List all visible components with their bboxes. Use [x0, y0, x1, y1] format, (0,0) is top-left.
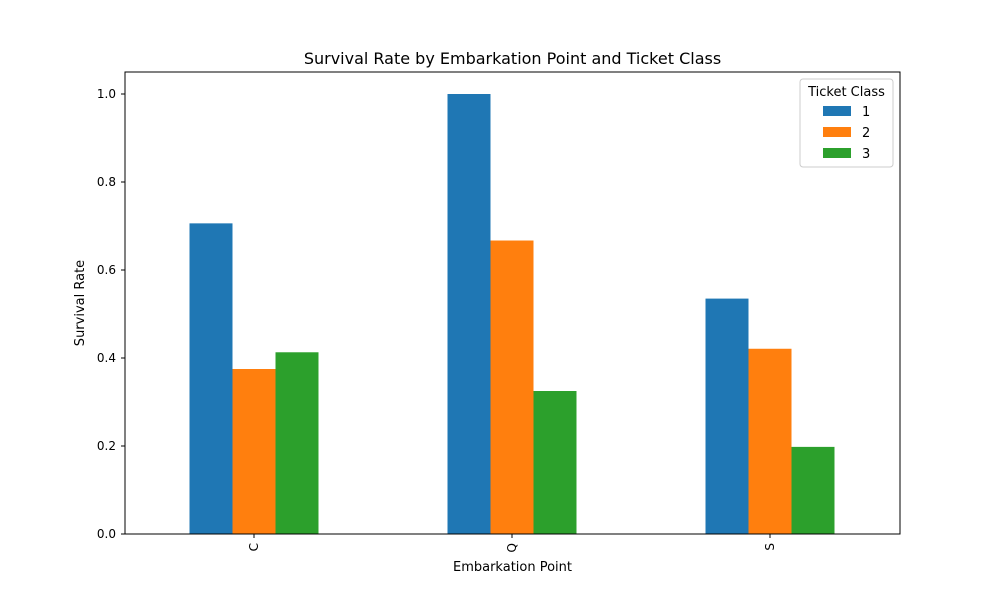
bar-S-class-1 — [705, 298, 749, 534]
legend-label-3: 3 — [862, 147, 870, 162]
y-tick-label: 0.4 — [97, 351, 116, 365]
bar-Q-class-3 — [533, 391, 577, 534]
x-axis-label: Embarkation Point — [453, 560, 572, 575]
y-tick-label: 0.6 — [97, 263, 116, 277]
bar-C-class-2 — [232, 369, 276, 534]
legend-label-2: 2 — [862, 126, 870, 141]
legend-swatch-1 — [823, 106, 851, 116]
bar-C-class-3 — [275, 352, 319, 534]
legend-label-1: 1 — [862, 105, 870, 120]
legend-box — [799, 78, 894, 168]
y-tick-label: 0.2 — [97, 439, 116, 453]
legend-swatch-2 — [823, 127, 851, 137]
bar-S-class-2 — [748, 348, 792, 534]
bar-C-class-1 — [189, 223, 233, 535]
legend-swatch-3 — [823, 148, 851, 158]
legend-title: Ticket Class — [807, 85, 885, 100]
y-tick-label: 1.0 — [97, 87, 116, 101]
chart-title: Survival Rate by Embarkation Point and T… — [304, 49, 721, 68]
axes-layer: 0.0 0.2 0.4 0.6 0.8 1.0 C Q S — [97, 71, 901, 552]
bar-Q-class-2 — [490, 240, 534, 534]
y-tick-label: 0.8 — [97, 175, 116, 189]
legend: Ticket Class 1 2 3 — [799, 78, 894, 168]
y-tick-label: 0.0 — [97, 527, 116, 541]
x-tick-label-Q: Q — [505, 543, 519, 552]
x-tick-label-C: C — [247, 543, 261, 551]
bar-S-class-3 — [791, 446, 835, 534]
bars-layer — [189, 94, 835, 535]
bar-Q-class-1 — [447, 94, 491, 534]
x-tick-label-S: S — [763, 543, 777, 551]
y-axis-label: Survival Rate — [73, 260, 88, 346]
